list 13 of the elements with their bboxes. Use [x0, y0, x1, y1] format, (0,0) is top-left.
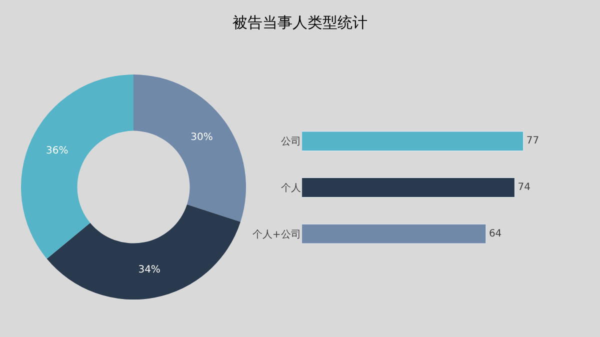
donut-slice: [134, 74, 246, 222]
data-label: 34%: [138, 264, 160, 276]
data-label: 77: [526, 136, 540, 147]
donut-slice: [21, 74, 134, 259]
y-tick-label: 公司: [280, 136, 301, 148]
data-label: 36%: [46, 146, 68, 157]
text: 被告当事人类型统计: [232, 13, 368, 32]
data-label: 74: [518, 182, 530, 193]
y-tick-label: 个人: [280, 182, 301, 194]
data-label: 30%: [190, 132, 213, 143]
y-tick-label: 个人+公司: [252, 228, 301, 240]
data-label: 64: [488, 228, 502, 240]
donut-slice: [46, 204, 240, 300]
